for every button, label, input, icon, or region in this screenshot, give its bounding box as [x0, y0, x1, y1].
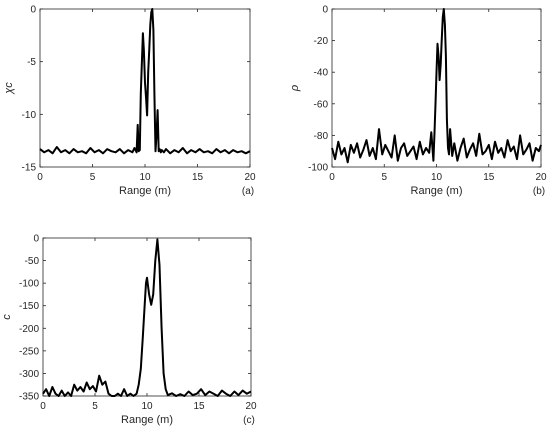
- x-tick-label: 15: [192, 172, 204, 183]
- x-tick-label: 20: [535, 172, 547, 183]
- x-tick-label: 0: [37, 172, 43, 183]
- y-tick-label: -100: [19, 279, 39, 290]
- x-tick-label: 10: [139, 172, 151, 183]
- x-axis-label: Range (m): [121, 414, 173, 426]
- y-tick-label: 0: [33, 234, 39, 245]
- y-tick-label: -10: [22, 110, 37, 121]
- x-tick-label: 20: [245, 401, 257, 412]
- chart-panel-1: 0 5 10 15 20 0 -5 -10 -15 Range (m) χc (a): [3, 5, 256, 198]
- y-tick-label: -20: [314, 36, 329, 47]
- series-line: [39, 8, 251, 155]
- chart-panel-3: 0 5 10 15 20 0 -50 -100 -150 -200 -250 -300 -350 Rang…: [1, 234, 257, 427]
- y-tick-label: -200: [19, 324, 39, 335]
- y-tick-label: 0: [322, 5, 328, 16]
- y-tick-label: -80: [314, 131, 329, 142]
- y-tick-label: -50: [25, 256, 40, 267]
- panel-label: (c): [243, 415, 255, 426]
- y-tick-label: -350: [19, 392, 39, 403]
- x-tick-label: 0: [40, 401, 46, 412]
- y-tick-label: -250: [19, 346, 39, 357]
- x-tick-label: 0: [329, 172, 335, 183]
- series-line: [42, 238, 252, 397]
- chart-panel-2: 0 5 10 15 20 0 -20 -40 -60 -80 -100 Range (m) ρ (b): [289, 5, 547, 198]
- y-axis-label: c: [1, 314, 13, 320]
- y-axis-label: χc: [3, 82, 15, 95]
- y-tick-label: -5: [27, 57, 36, 68]
- y-tick-label: -300: [19, 369, 39, 380]
- y-tick-label: -60: [314, 99, 329, 110]
- x-tick-label: 5: [90, 172, 96, 183]
- x-tick-label: 10: [141, 401, 153, 412]
- y-tick-label: -150: [19, 301, 39, 312]
- y-tick-label: -100: [308, 163, 328, 174]
- x-axis-label: Range (m): [119, 185, 171, 197]
- x-axis-label: Range (m): [411, 185, 463, 197]
- series-line: [331, 8, 542, 164]
- x-tick-label: 15: [193, 401, 205, 412]
- panel-label: (b): [533, 186, 545, 197]
- x-tick-label: 10: [431, 172, 443, 183]
- x-tick-label: 15: [483, 172, 495, 183]
- x-tick-label: 5: [381, 172, 387, 183]
- y-tick-label: -40: [314, 68, 329, 79]
- y-tick-label: 0: [30, 5, 36, 16]
- x-tick-label: 20: [244, 172, 256, 183]
- plot-frame: [42, 237, 252, 397]
- panel-label: (a): [242, 186, 254, 197]
- y-tick-label: -15: [22, 163, 37, 174]
- x-tick-label: 5: [92, 401, 98, 412]
- y-axis-label: ρ: [289, 85, 301, 92]
